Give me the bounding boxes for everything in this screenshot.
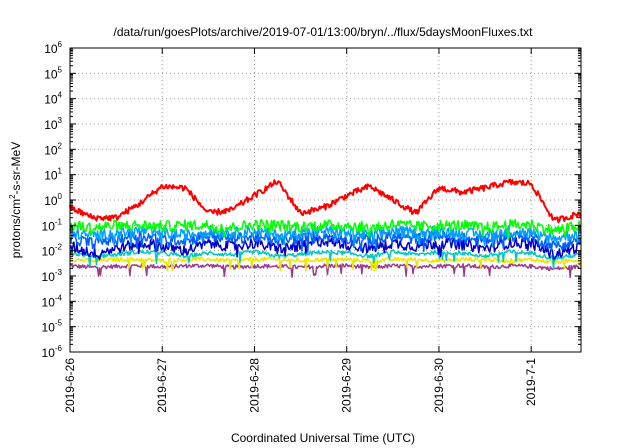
y-axis-title-exponent: 2 [8, 194, 17, 199]
series-line-2 [69, 218, 582, 241]
y-tick-label: 10-5 [42, 319, 63, 335]
x-tick-label: 2019-7-1 [524, 358, 538, 406]
y-tick-labels: 10-6 10-5 10-4 10-3 10-2 10-1 100 101 102 103 104 1… [42, 40, 63, 360]
y-tick-label: 10-4 [42, 293, 63, 309]
series-layer [69, 178, 582, 279]
y-tick-label: 101 [44, 167, 62, 183]
series-line-8 [69, 262, 582, 279]
y-tick-label: 104 [44, 91, 62, 107]
x-tick-label: 2019-6-27 [155, 358, 169, 413]
x-tick-label: 2019-6-26 [63, 358, 77, 413]
y-tick-label: 10-3 [42, 268, 63, 284]
series-line-5 [69, 235, 582, 261]
x-tick-label: 2019-6-29 [340, 358, 354, 413]
series-line-1 [69, 178, 582, 224]
y-tick-label: 100 [44, 192, 62, 208]
y-tick-label: 10-1 [42, 217, 63, 233]
y-tick-label: 106 [44, 40, 62, 56]
y-tick-label: 10-2 [42, 243, 63, 259]
y-axis-title-rest: -s-sr-MeV [9, 142, 23, 195]
y-axis-title: protons/cm2-s-sr-MeV [8, 142, 23, 258]
x-tick-label: 2019-6-30 [432, 358, 446, 413]
axis-ticks [69, 47, 581, 353]
y-tick-label: 10-6 [42, 344, 63, 360]
grid [70, 48, 581, 352]
y-axis-title-unit: protons/cm [9, 199, 23, 258]
series-line-6 [69, 249, 582, 270]
chart-title: /data/run/goesPlots/archive/2019-07-01/1… [114, 25, 534, 39]
y-tick-label: 103 [44, 116, 62, 132]
y-tick-label: 102 [44, 141, 62, 157]
x-axis-title: Coordinated Universal Time (UTC) [231, 431, 415, 445]
x-tick-label: 2019-6-28 [247, 358, 261, 413]
x-tick-labels: 2019-6-26 2019-6-27 2019-6-28 2019-6-29 2019… [63, 358, 538, 413]
y-tick-label: 105 [44, 65, 62, 81]
series-line-7 [69, 256, 582, 272]
